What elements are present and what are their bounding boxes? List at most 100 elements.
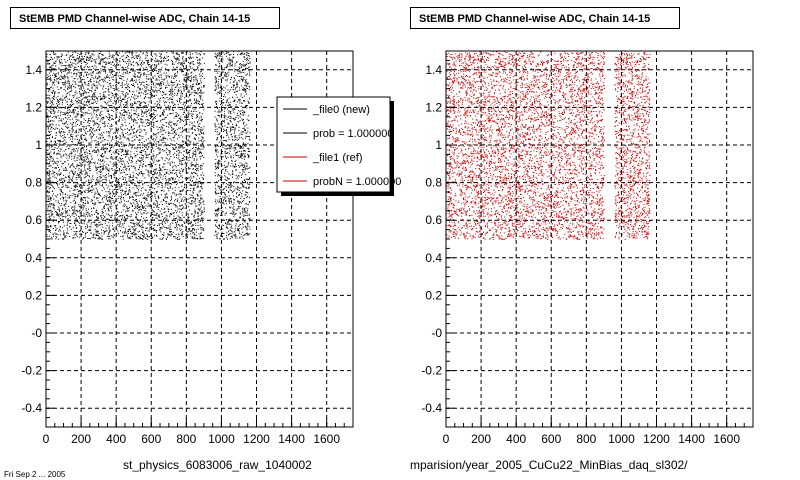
- data-point: [168, 132, 170, 134]
- data-point: [141, 111, 143, 113]
- data-point: [155, 67, 157, 69]
- data-point: [151, 192, 153, 194]
- data-point: [131, 222, 133, 224]
- data-point: [67, 218, 69, 220]
- data-point: [172, 177, 174, 179]
- data-point: [87, 211, 89, 213]
- data-point: [183, 74, 185, 76]
- data-point: [118, 118, 120, 120]
- data-point: [123, 109, 125, 111]
- data-point: [143, 235, 145, 237]
- data-point: [49, 160, 51, 162]
- data-point: [102, 116, 104, 118]
- data-point: [97, 123, 99, 125]
- data-point: [185, 188, 187, 190]
- data-point: [203, 230, 205, 232]
- data-point: [137, 195, 139, 197]
- data-point: [63, 225, 65, 227]
- data-point: [120, 113, 122, 115]
- data-point: [137, 55, 139, 57]
- data-point: [103, 61, 105, 63]
- data-point: [65, 80, 67, 82]
- data-point: [175, 146, 177, 148]
- data-point: [60, 198, 61, 200]
- data-point: [104, 178, 106, 180]
- data-point: [61, 76, 63, 78]
- data-point: [72, 193, 74, 195]
- data-point: [106, 108, 108, 110]
- data-point: [58, 106, 60, 108]
- data-point: [54, 225, 56, 227]
- data-point: [189, 52, 191, 54]
- data-point: [138, 119, 140, 121]
- data-point: [131, 70, 133, 72]
- data-point: [46, 56, 48, 57]
- data-point: [185, 169, 187, 171]
- data-point: [120, 137, 122, 139]
- data-point: [133, 175, 135, 177]
- data-point: [101, 155, 102, 157]
- data-point: [180, 118, 181, 120]
- data-point: [87, 213, 89, 215]
- data-point: [166, 215, 168, 217]
- data-point: [133, 132, 135, 134]
- data-point: [71, 144, 73, 146]
- data-point: [112, 237, 114, 239]
- data-point: [139, 58, 141, 60]
- data-point: [141, 173, 143, 175]
- data-point: [144, 97, 146, 99]
- data-point: [153, 112, 155, 114]
- data-point: [60, 111, 62, 113]
- data-point: [195, 205, 197, 207]
- data-point: [118, 141, 120, 143]
- data-point: [197, 238, 199, 240]
- data-point: [180, 102, 182, 104]
- data-point: [60, 230, 62, 232]
- data-point: [93, 207, 95, 209]
- data-point: [151, 223, 153, 225]
- data-point: [126, 201, 128, 202]
- data-point: [133, 83, 135, 85]
- data-point: [55, 183, 57, 184]
- data-point: [93, 70, 94, 72]
- data-point: [195, 229, 197, 231]
- data-point: [80, 211, 82, 213]
- data-point: [86, 84, 88, 86]
- data-point: [145, 105, 147, 107]
- data-point: [112, 169, 114, 171]
- data-point: [124, 151, 126, 153]
- data-point: [56, 157, 58, 159]
- data-point: [120, 163, 122, 165]
- data-point: [139, 236, 140, 238]
- data-point: [48, 143, 50, 145]
- data-point: [72, 189, 74, 191]
- data-point: [142, 143, 144, 145]
- data-point: [154, 103, 156, 105]
- data-point: [83, 223, 85, 225]
- data-point: [122, 231, 123, 233]
- data-point: [102, 137, 104, 139]
- data-point: [130, 202, 132, 204]
- data-point: [79, 56, 81, 58]
- data-point: [54, 92, 56, 94]
- data-point: [171, 233, 173, 235]
- data-point: [135, 103, 137, 105]
- data-point: [184, 116, 186, 118]
- data-point: [190, 187, 192, 189]
- data-point: [136, 208, 138, 209]
- data-point: [148, 175, 150, 177]
- data-point: [203, 92, 205, 94]
- data-point: [117, 98, 119, 100]
- data-point: [203, 228, 205, 230]
- data-point: [149, 153, 151, 155]
- data-point: [170, 97, 172, 99]
- data-point: [92, 189, 94, 191]
- data-point: [165, 147, 167, 149]
- data-point: [162, 224, 164, 225]
- data-point: [150, 115, 151, 117]
- data-point: [96, 80, 98, 82]
- data-point: [193, 79, 195, 81]
- data-point: [52, 102, 54, 104]
- data-point: [139, 161, 141, 162]
- data-point: [177, 101, 178, 102]
